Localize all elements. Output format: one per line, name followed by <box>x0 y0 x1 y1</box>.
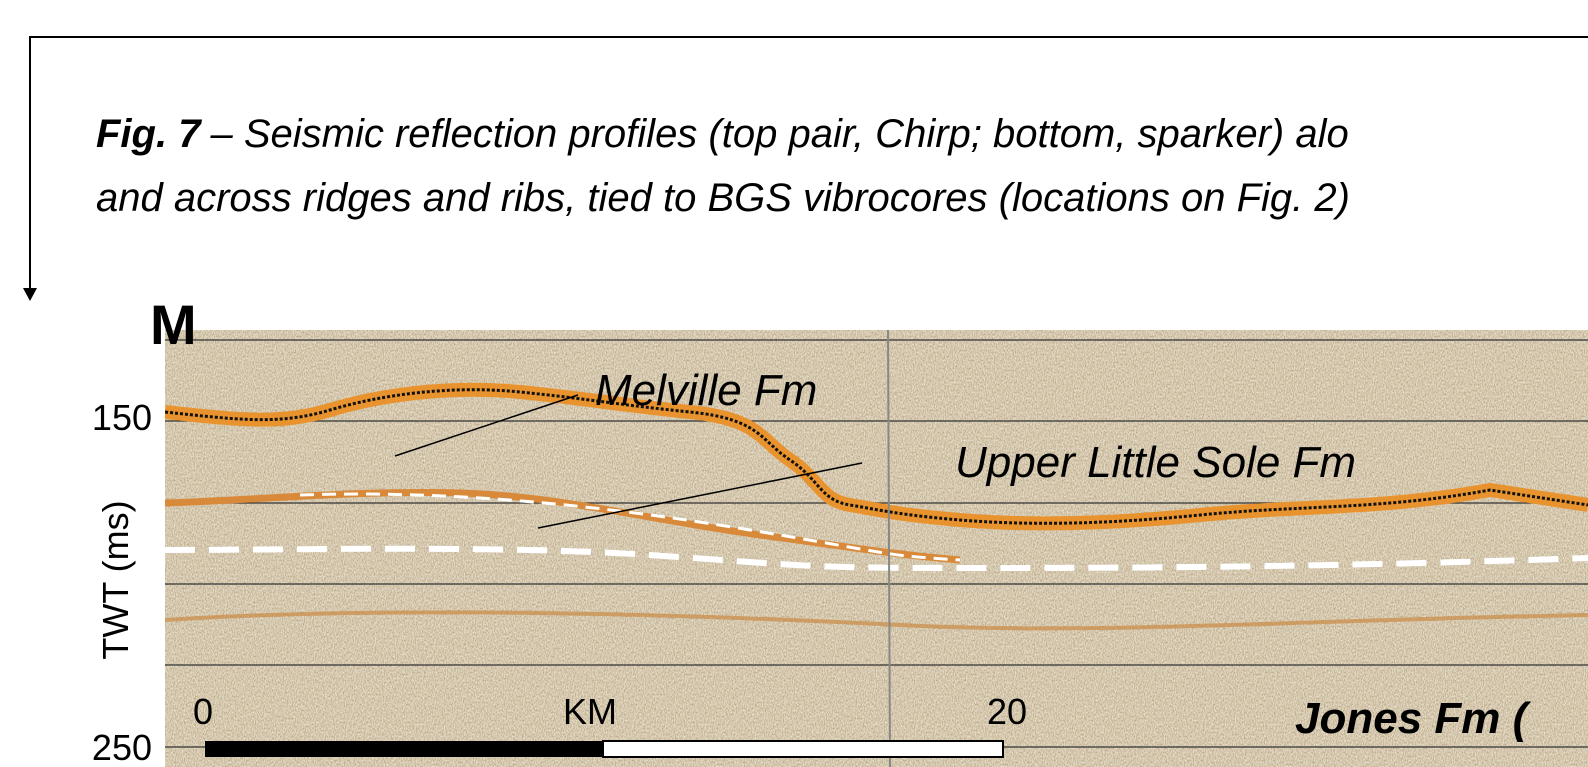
seismic-image <box>165 330 1588 767</box>
caption-text: – Seismic reflection profiles (top pair,… <box>209 112 1348 156</box>
annotation: Upper Little Sole Fm <box>955 438 1356 487</box>
scale-bar <box>602 740 1004 758</box>
scale-label: 20 <box>987 691 1027 732</box>
annotation: Melville Fm <box>595 366 817 415</box>
caption-frame <box>29 36 1588 290</box>
scale-label: KM <box>563 691 617 732</box>
y-tick-label: 250 <box>92 727 152 767</box>
annotation: Jones Fm ( <box>1295 694 1532 743</box>
caption-line: and across ridges and ribs, tied to BGS … <box>96 176 1350 220</box>
arrow <box>23 288 37 301</box>
leader-line <box>537 462 863 529</box>
caption-line: Fig. 7– Seismic reflection profiles (top… <box>96 112 1349 156</box>
y-axis-title: TWT (ms) <box>95 500 136 659</box>
leader-line <box>394 394 579 457</box>
panel-label: M <box>150 293 197 356</box>
scale-label: 0 <box>193 691 213 732</box>
y-tick-label: 150 <box>92 397 152 438</box>
fig-label: Fig. 7 <box>96 112 202 156</box>
scale-bar <box>205 741 603 757</box>
